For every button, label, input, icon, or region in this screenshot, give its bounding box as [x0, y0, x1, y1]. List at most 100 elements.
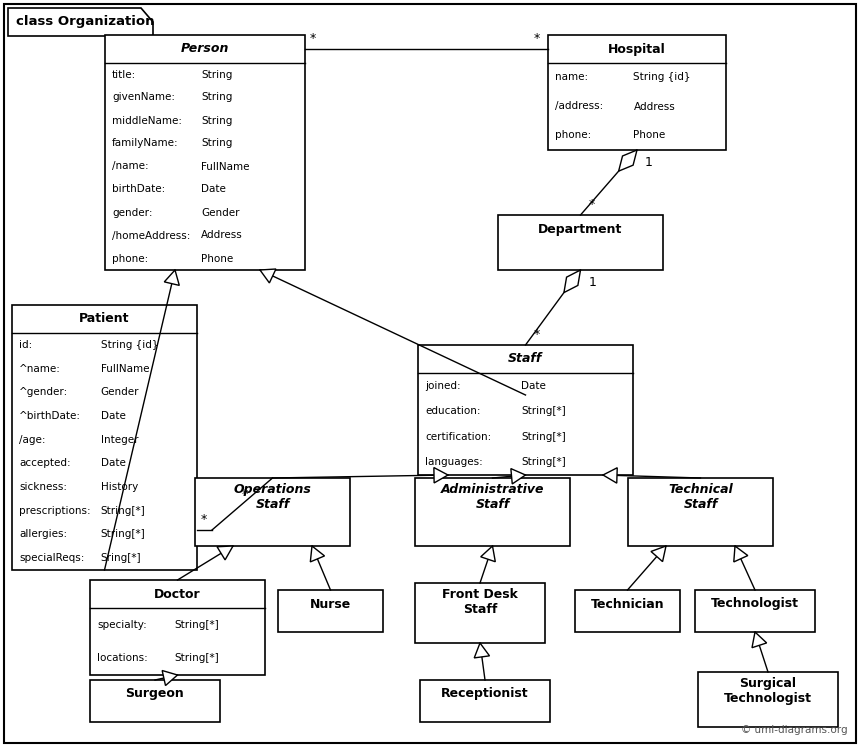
FancyBboxPatch shape	[278, 590, 383, 632]
Text: joined:: joined:	[425, 381, 461, 391]
Polygon shape	[481, 546, 495, 562]
Polygon shape	[217, 546, 233, 560]
Text: gender:: gender:	[112, 208, 152, 217]
Text: String[*]: String[*]	[521, 457, 566, 468]
FancyBboxPatch shape	[695, 590, 815, 632]
Text: id:: id:	[19, 340, 33, 350]
Text: Technologist: Technologist	[711, 598, 799, 610]
Text: String {id}: String {id}	[634, 72, 691, 82]
Text: Gender: Gender	[201, 208, 239, 217]
Text: Department: Department	[538, 223, 623, 235]
Text: Phone: Phone	[201, 253, 233, 264]
FancyBboxPatch shape	[418, 345, 633, 475]
Text: ^name:: ^name:	[19, 364, 61, 374]
Text: String[*]: String[*]	[521, 406, 566, 416]
Text: String {id}: String {id}	[101, 340, 158, 350]
Text: /address:: /address:	[555, 102, 603, 111]
Text: allergies:: allergies:	[19, 530, 67, 539]
Text: FullName: FullName	[101, 364, 150, 374]
Text: Nurse: Nurse	[310, 598, 351, 610]
Text: Address: Address	[634, 102, 675, 111]
Text: *: *	[310, 32, 316, 45]
Polygon shape	[474, 643, 489, 658]
FancyBboxPatch shape	[415, 583, 545, 643]
Text: birthDate:: birthDate:	[112, 185, 165, 194]
Text: String: String	[201, 69, 232, 79]
Text: *: *	[534, 32, 540, 45]
Text: prescriptions:: prescriptions:	[19, 506, 90, 515]
FancyBboxPatch shape	[105, 35, 305, 270]
Text: String[*]: String[*]	[101, 506, 145, 515]
Text: Integer: Integer	[101, 435, 138, 444]
Text: Date: Date	[201, 185, 226, 194]
Text: languages:: languages:	[425, 457, 482, 468]
Text: Technician: Technician	[591, 598, 664, 610]
Text: givenName:: givenName:	[112, 93, 175, 102]
Text: Receptionist: Receptionist	[441, 687, 529, 701]
Text: 1: 1	[645, 156, 653, 169]
Text: specialReqs:: specialReqs:	[19, 553, 84, 563]
FancyBboxPatch shape	[548, 35, 726, 150]
Text: Doctor: Doctor	[154, 587, 201, 601]
Text: FullName: FullName	[201, 161, 249, 172]
FancyBboxPatch shape	[420, 680, 550, 722]
Text: Hospital: Hospital	[608, 43, 666, 55]
Text: Date: Date	[521, 381, 546, 391]
FancyBboxPatch shape	[12, 305, 197, 570]
Text: Front Desk
Staff: Front Desk Staff	[442, 588, 518, 616]
Text: String[*]: String[*]	[174, 620, 218, 630]
Text: specialty:: specialty:	[97, 620, 147, 630]
Text: Phone: Phone	[634, 131, 666, 140]
Text: Technical
Staff: Technical Staff	[668, 483, 733, 511]
Text: Sring[*]: Sring[*]	[101, 553, 141, 563]
Text: phone:: phone:	[112, 253, 148, 264]
Text: Person: Person	[181, 43, 229, 55]
Polygon shape	[618, 150, 637, 171]
Text: Gender: Gender	[101, 387, 139, 397]
Text: *: *	[201, 513, 207, 526]
Text: education:: education:	[425, 406, 481, 416]
Text: String[*]: String[*]	[101, 530, 145, 539]
Polygon shape	[564, 270, 580, 293]
Text: String: String	[201, 93, 232, 102]
Text: Patient: Patient	[79, 312, 130, 326]
Text: Staff: Staff	[508, 353, 543, 365]
Polygon shape	[8, 8, 153, 36]
Text: /name:: /name:	[112, 161, 149, 172]
Text: Administrative
Staff: Administrative Staff	[440, 483, 544, 511]
FancyBboxPatch shape	[498, 215, 663, 270]
Polygon shape	[651, 546, 666, 562]
Text: locations:: locations:	[97, 653, 148, 663]
Polygon shape	[511, 468, 525, 484]
Text: phone:: phone:	[555, 131, 592, 140]
Polygon shape	[734, 546, 748, 562]
Polygon shape	[260, 269, 276, 283]
FancyBboxPatch shape	[4, 4, 856, 743]
Text: String: String	[201, 116, 232, 125]
Text: *: *	[588, 198, 595, 211]
Polygon shape	[164, 270, 179, 285]
Text: middleName:: middleName:	[112, 116, 182, 125]
FancyBboxPatch shape	[90, 580, 265, 675]
Text: Surgical
Technologist: Surgical Technologist	[724, 677, 812, 705]
Text: Date: Date	[101, 411, 126, 421]
Text: accepted:: accepted:	[19, 459, 71, 468]
FancyBboxPatch shape	[195, 478, 350, 546]
Text: String[*]: String[*]	[521, 432, 566, 441]
FancyBboxPatch shape	[415, 478, 570, 546]
Polygon shape	[603, 468, 617, 483]
Text: name:: name:	[555, 72, 588, 82]
Text: certification:: certification:	[425, 432, 491, 441]
Text: sickness:: sickness:	[19, 482, 67, 492]
Text: Address: Address	[201, 231, 243, 241]
Text: Surgeon: Surgeon	[126, 687, 184, 701]
Polygon shape	[752, 632, 766, 648]
Text: *: *	[242, 488, 248, 501]
Text: String: String	[201, 138, 232, 149]
Text: ^gender:: ^gender:	[19, 387, 68, 397]
FancyBboxPatch shape	[90, 680, 220, 722]
FancyBboxPatch shape	[575, 590, 680, 632]
Text: © uml-diagrams.org: © uml-diagrams.org	[741, 725, 848, 735]
FancyBboxPatch shape	[698, 672, 838, 727]
Text: ^birthDate:: ^birthDate:	[19, 411, 81, 421]
